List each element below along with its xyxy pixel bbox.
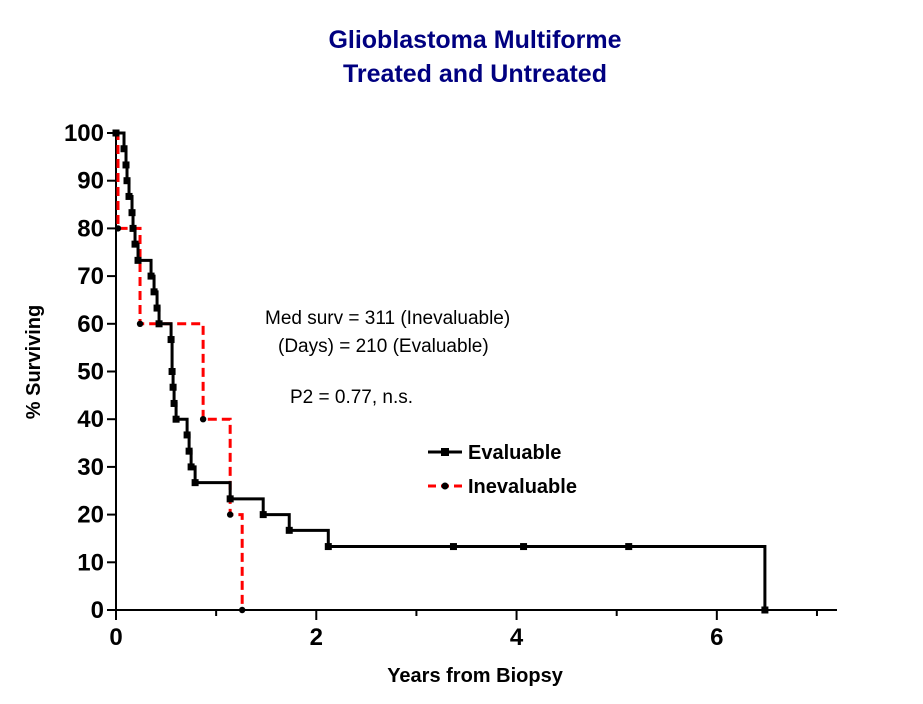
data-point-evaluable [122,161,130,169]
data-point-evaluable [167,336,175,344]
data-point-inevaluable [199,416,207,423]
chart-title-line-2: Treated and Untreated [343,60,607,88]
series-line-inevaluable [116,131,244,610]
y-tick-label: 90 [77,168,104,195]
legend-marker-inevaluable [441,482,449,490]
y-tick-label: 60 [77,311,104,338]
y-axis-label: % Surviving [23,305,45,419]
data-point-evaluable [191,479,199,487]
data-point-evaluable [153,304,161,312]
series-layer [112,129,769,614]
y-tick-label: 80 [77,215,104,242]
data-point-evaluable [112,129,120,137]
data-point-evaluable [449,543,457,551]
data-point-evaluable [520,543,528,551]
axes: 0 10 20 30 40 50 60 70 80 90 100 0 2 4 6 [64,120,837,651]
legend-marker-evaluable [441,448,449,456]
data-point-inevaluable [136,320,144,327]
legend: Evaluable Inevaluable [428,442,577,498]
data-point-evaluable [169,383,177,391]
x-tick-label: 2 [310,624,323,651]
y-tick-label: 20 [77,502,104,529]
y-tick-label: 50 [77,359,104,386]
y-tick-label: 40 [77,406,104,433]
data-point-evaluable [147,272,155,280]
data-point-evaluable [172,415,180,423]
median-survival-annotation: Med surv = 311 (Inevaluable) [265,308,510,329]
data-point-evaluable [123,177,131,185]
p-value-annotation: P2 = 0.77, n.s. [290,387,413,408]
data-point-evaluable [187,463,195,471]
data-point-evaluable [285,526,293,534]
data-point-evaluable [128,209,136,217]
data-point-inevaluable [238,606,246,614]
legend-label-evaluable: Evaluable [468,442,561,464]
median-days-annotation: (Days) = 210 (Evaluable) [278,336,489,357]
data-point-evaluable [170,399,178,407]
legend-label-inevaluable: Inevaluable [468,476,577,498]
x-tick-label: 0 [109,624,122,651]
data-point-evaluable [226,495,234,503]
data-point-evaluable [259,511,267,519]
x-tick-label: 4 [510,624,524,651]
data-point-evaluable [134,256,142,264]
y-tick-label: 100 [64,120,104,147]
data-point-evaluable [185,447,193,455]
y-tick-label: 10 [77,549,104,576]
y-tick-label: 70 [77,263,104,290]
data-point-evaluable [761,606,769,614]
data-point-evaluable [625,543,633,551]
x-axis-label: Years from Biopsy [387,665,564,687]
series-line-evaluable [116,131,767,610]
data-point-evaluable [150,288,158,296]
data-point-evaluable [120,145,128,153]
data-point-evaluable [324,543,332,551]
data-point-inevaluable [226,511,234,518]
data-point-evaluable [155,320,163,328]
y-tick-label: 30 [77,454,104,481]
x-tick-label: 6 [710,624,723,651]
chart-title-line-1: Glioblastoma Multiforme [328,26,621,54]
data-point-inevaluable [114,225,122,232]
y-tick-label: 0 [91,597,104,624]
data-point-evaluable [129,224,137,232]
data-point-evaluable [168,368,176,375]
data-point-evaluable [183,431,191,439]
data-point-evaluable [131,240,139,248]
data-point-evaluable [125,192,133,200]
